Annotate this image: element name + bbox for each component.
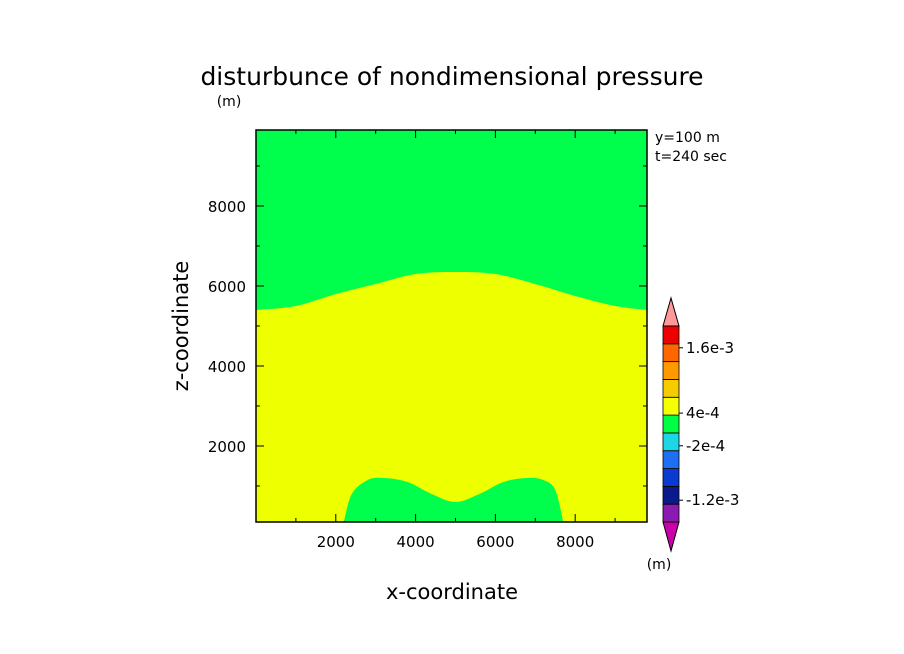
colorbar-cell	[662, 361, 680, 380]
colorbar-cell	[662, 485, 680, 505]
colorbar-label: -1.2e-3	[686, 491, 739, 509]
y-axis-ticks: 2000 4000 6000 8000	[208, 165, 647, 487]
x-axis-ticks: 2000 4000 6000 8000	[295, 130, 616, 551]
colorbar-labels: 1.6e-3 4e-4 -2e-4 -1.2e-3	[679, 339, 739, 509]
y-axis-label: z-coordinate	[169, 261, 193, 392]
y-tick-label: 6000	[208, 278, 246, 296]
y-tick-label: 8000	[208, 198, 246, 216]
colorbar-label: 1.6e-3	[686, 339, 734, 357]
x-tick-label: 6000	[476, 533, 514, 551]
colorbar	[662, 296, 680, 553]
colorbar-cell	[662, 450, 680, 469]
x-tick-label: 2000	[317, 533, 355, 551]
colorbar-unit-label: (m)	[647, 557, 672, 573]
plot-area: 2000 4000 6000 8000 2000 4000 6000 8000	[208, 129, 648, 551]
colorbar-cell	[662, 396, 680, 416]
colorbar-upper-triangle	[662, 296, 680, 327]
colorbar-lower-triangle	[662, 521, 680, 553]
y-tick-label: 2000	[208, 438, 246, 456]
bump-region	[343, 477, 564, 522]
x-tick-label: 4000	[396, 533, 434, 551]
info-t: t=240 sec	[655, 149, 727, 165]
colorbar-cell	[662, 432, 680, 452]
chart-title: disturbunce of nondimensional pressure	[200, 62, 703, 91]
x-tick-label: 8000	[556, 533, 594, 551]
x-axis-label: x-coordinate	[386, 580, 518, 604]
colorbar-cell	[662, 343, 680, 363]
colorbar-label: 4e-4	[686, 404, 720, 422]
colorbar-cell	[662, 468, 680, 487]
y-unit-label: (m)	[217, 94, 242, 110]
colorbar-cell	[662, 325, 680, 345]
colorbar-cell	[662, 379, 680, 398]
y-tick-label: 4000	[208, 358, 246, 376]
colorbar-cell	[662, 414, 680, 434]
info-y: y=100 m	[655, 130, 720, 146]
colorbar-cell	[662, 503, 680, 523]
lower-region	[256, 272, 647, 522]
colorbar-label: -2e-4	[686, 437, 725, 455]
